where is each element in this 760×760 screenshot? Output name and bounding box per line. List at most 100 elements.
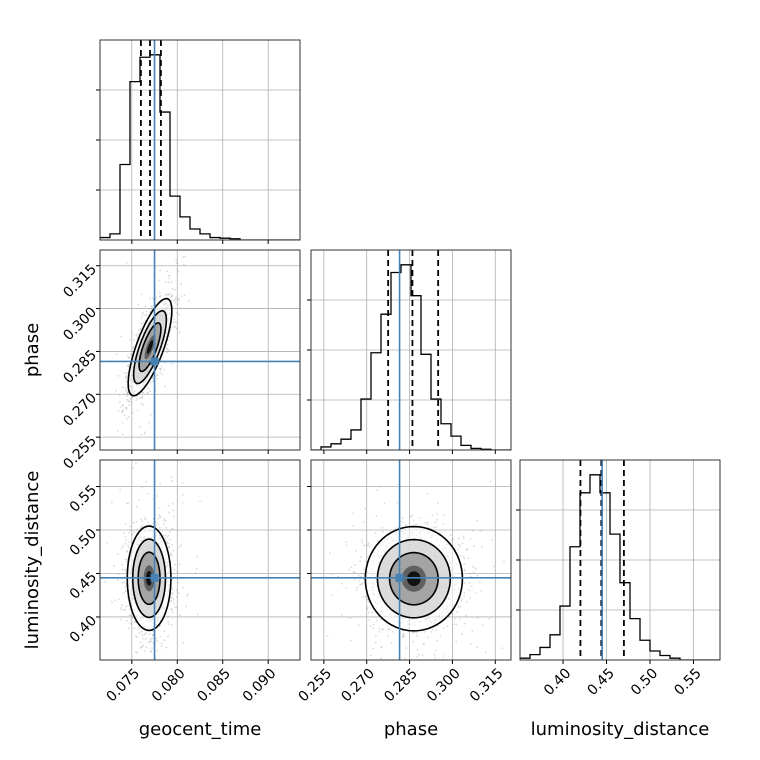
sample-point	[146, 493, 149, 495]
sample-point	[150, 640, 153, 643]
sample-point	[117, 573, 120, 576]
sample-point	[403, 657, 406, 659]
truth-marker	[150, 573, 159, 582]
sample-point	[416, 648, 419, 651]
sample-point	[166, 542, 169, 544]
sample-point	[147, 668, 149, 670]
x-tick-label: 0.075	[103, 666, 143, 706]
sample-point	[174, 321, 177, 324]
sample-point	[126, 372, 128, 375]
sample-point	[501, 647, 504, 650]
sample-point	[151, 633, 154, 636]
sample-point	[171, 288, 174, 290]
sample-point	[150, 305, 153, 308]
sample-point	[170, 552, 172, 555]
sample-point	[402, 633, 404, 636]
sample-point	[378, 627, 381, 630]
sample-point	[123, 581, 126, 584]
sample-point	[294, 676, 296, 678]
x-tick-label: 0.285	[381, 666, 421, 706]
sample-point	[171, 587, 173, 590]
sample-point	[480, 590, 483, 592]
sample-point	[159, 625, 161, 627]
sample-point	[133, 531, 136, 533]
sample-point	[520, 587, 522, 589]
sample-point	[119, 406, 122, 408]
sample-point	[121, 563, 124, 566]
sample-point	[178, 546, 181, 549]
sample-point	[167, 504, 170, 507]
sample-point	[131, 350, 133, 353]
sample-point	[493, 565, 495, 568]
sample-point	[147, 391, 150, 394]
sample-point	[182, 642, 185, 644]
sample-point	[159, 371, 161, 374]
sample-point	[168, 277, 171, 280]
sample-point	[461, 597, 463, 600]
sample-point	[125, 262, 128, 264]
sample-point	[101, 444, 103, 446]
sample-point	[124, 586, 127, 589]
sample-point	[173, 602, 175, 605]
sample-point	[171, 479, 174, 482]
sample-point	[457, 537, 460, 540]
sample-point	[465, 549, 468, 551]
sample-point	[168, 538, 171, 541]
sample-point	[139, 327, 142, 330]
sample-point	[468, 589, 471, 592]
sample-point	[525, 542, 527, 544]
sample-point	[155, 637, 158, 640]
sample-point	[350, 639, 352, 642]
sample-point	[126, 365, 129, 367]
sample-point	[140, 293, 143, 296]
sample-point	[427, 636, 430, 639]
sample-point	[124, 406, 127, 409]
sample-point	[367, 611, 370, 614]
sample-point	[197, 613, 199, 616]
sample-point	[366, 608, 369, 610]
sample-point	[133, 339, 136, 341]
sample-point	[156, 640, 158, 642]
sample-point	[469, 642, 472, 645]
sample-point	[451, 612, 454, 615]
y-axis-label-luminosity_distance: luminosity_distance	[22, 471, 43, 650]
sample-point	[150, 651, 153, 653]
sample-point	[381, 530, 384, 533]
sample-point	[131, 617, 134, 619]
sample-point	[463, 557, 466, 560]
sample-point	[130, 398, 132, 400]
sample-point	[170, 555, 173, 557]
sample-point	[512, 549, 514, 551]
sample-point	[460, 600, 463, 602]
sample-point	[135, 399, 137, 402]
sample-point	[129, 529, 132, 532]
sample-point	[405, 647, 408, 649]
sample-point	[114, 599, 117, 602]
sample-point	[176, 303, 179, 306]
sample-point	[462, 555, 465, 557]
sample-point	[126, 549, 128, 552]
sample-point	[144, 313, 147, 316]
sample-point	[326, 635, 329, 638]
sample-point	[362, 596, 365, 599]
x-axis-label-luminosity_distance: luminosity_distance	[531, 719, 710, 740]
sample-point	[110, 501, 113, 504]
sample-point	[457, 548, 460, 551]
sample-point	[171, 294, 174, 297]
sample-point	[350, 566, 353, 569]
sample-point	[442, 523, 445, 525]
sample-point	[154, 521, 157, 524]
sample-point	[364, 560, 367, 563]
sample-point	[413, 631, 415, 634]
sample-point	[163, 368, 166, 371]
sample-point	[167, 293, 170, 296]
sample-point	[359, 560, 361, 563]
sample-point	[173, 568, 176, 571]
sample-point	[168, 534, 170, 537]
sample-point	[118, 598, 120, 601]
sample-point	[149, 390, 151, 393]
sample-point	[163, 630, 166, 632]
sample-point	[141, 391, 144, 394]
sample-point	[183, 294, 186, 297]
